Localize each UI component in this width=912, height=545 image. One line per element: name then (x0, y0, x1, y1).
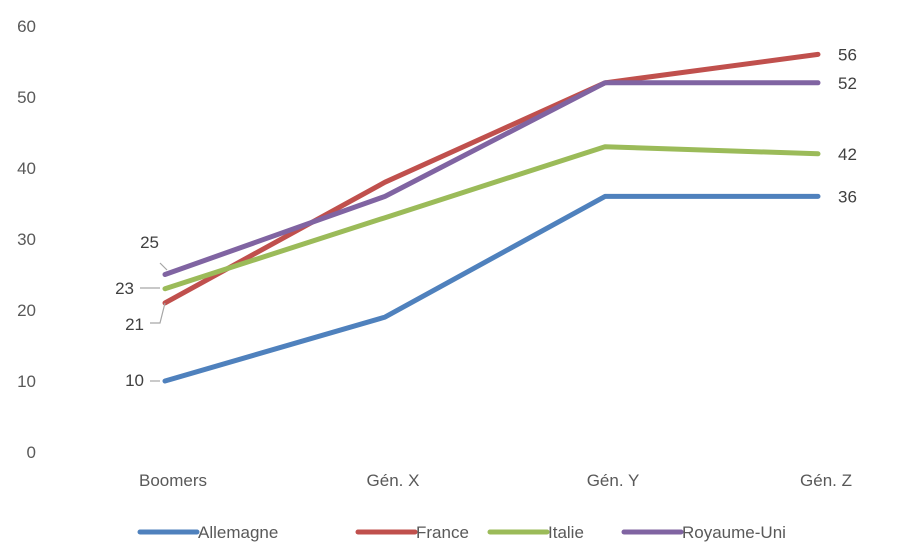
y-tick-label: 50 (17, 88, 36, 107)
legend-label-italie: Italie (548, 523, 584, 542)
y-axis: 0 10 20 30 40 50 60 (17, 17, 36, 462)
data-label-end: 42 (838, 145, 857, 164)
x-tick-label: Gén. Z (800, 471, 852, 490)
y-tick-label: 60 (17, 17, 36, 36)
series-line-royaume-uni (162, 80, 821, 277)
legend-label-royaume-uni: Royaume-Uni (682, 523, 786, 542)
y-tick-label: 20 (17, 301, 36, 320)
data-label-start: 23 (115, 279, 134, 298)
y-tick-label: 10 (17, 372, 36, 391)
series-line-france (162, 51, 821, 306)
data-label-end: 36 (838, 187, 857, 206)
legend-label-allemagne: Allemagne (198, 523, 278, 542)
data-label-end: 52 (838, 74, 857, 93)
series-line-italie (162, 144, 821, 292)
series-lines (162, 51, 821, 384)
data-label-leader (150, 302, 166, 324)
x-tick-label: Gén. Y (587, 471, 640, 490)
data-labels: 10 21 23 25 36 52 42 56 (115, 45, 857, 390)
data-label-start: 10 (125, 371, 144, 390)
x-axis: Boomers Gén. X Gén. Y Gén. Z (139, 471, 852, 490)
data-label-leader (159, 262, 168, 271)
data-label-start: 25 (140, 233, 159, 252)
x-tick-label: Gén. X (367, 471, 420, 490)
y-tick-label: 0 (27, 443, 36, 462)
series-line-allemagne (162, 193, 821, 384)
x-tick-label: Boomers (139, 471, 207, 490)
y-tick-label: 40 (17, 159, 36, 178)
y-tick-label: 30 (17, 230, 36, 249)
data-label-end: 56 (838, 45, 857, 64)
data-label-start: 21 (125, 315, 144, 334)
legend-label-france: France (416, 523, 469, 542)
legend: Allemagne France Italie Royaume-Uni (137, 523, 786, 542)
